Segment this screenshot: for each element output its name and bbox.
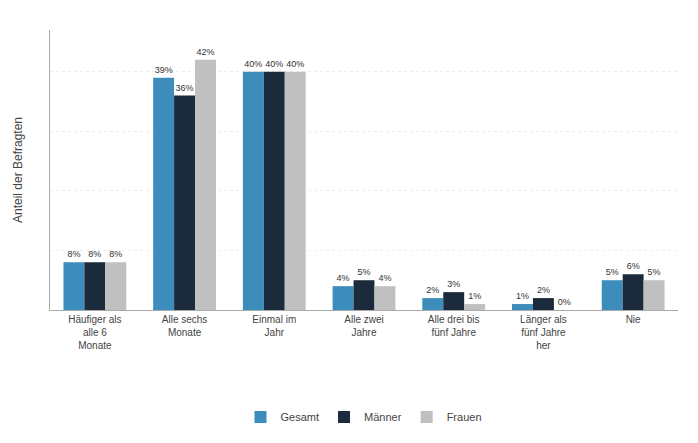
svg-text:0%: 0%	[558, 297, 571, 307]
svg-text:8%: 8%	[109, 249, 122, 259]
svg-text:3%: 3%	[447, 279, 460, 289]
svg-text:Häufiger alsalle 6Monate: Häufiger alsalle 6Monate	[68, 314, 121, 351]
svg-text:36%: 36%	[176, 83, 194, 93]
svg-text:Frauen: Frauen	[447, 411, 482, 423]
svg-text:4%: 4%	[378, 273, 391, 283]
svg-text:1%: 1%	[516, 291, 529, 301]
svg-text:Männer: Männer	[364, 411, 402, 423]
svg-text:Alle sechsMonate: Alle sechsMonate	[162, 314, 208, 338]
svg-text:5%: 5%	[357, 267, 370, 277]
svg-text:6%: 6%	[627, 261, 640, 271]
svg-text:5%: 5%	[648, 267, 661, 277]
svg-text:40%: 40%	[286, 59, 304, 69]
svg-text:40%: 40%	[265, 59, 283, 69]
svg-text:Nie: Nie	[626, 314, 641, 325]
svg-text:Einmal imJahr: Einmal imJahr	[252, 314, 296, 338]
svg-text:8%: 8%	[67, 249, 80, 259]
svg-text:8%: 8%	[88, 249, 101, 259]
svg-text:4%: 4%	[337, 273, 350, 283]
svg-text:Gesamt: Gesamt	[281, 411, 320, 423]
svg-text:Länger alsfünf Jahreher: Länger alsfünf Jahreher	[520, 314, 567, 351]
svg-text:42%: 42%	[196, 47, 214, 57]
svg-text:Alle zweiJahre: Alle zweiJahre	[344, 314, 383, 338]
svg-text:1%: 1%	[468, 291, 481, 301]
svg-text:40%: 40%	[244, 59, 262, 69]
svg-text:39%: 39%	[155, 65, 173, 75]
svg-text:5%: 5%	[606, 267, 619, 277]
svg-text:Anteil der Befragten: Anteil der Befragten	[11, 117, 25, 223]
svg-text:2%: 2%	[537, 285, 550, 295]
svg-text:2%: 2%	[426, 285, 439, 295]
svg-text:Alle drei bisfünf Jahre: Alle drei bisfünf Jahre	[428, 314, 480, 338]
